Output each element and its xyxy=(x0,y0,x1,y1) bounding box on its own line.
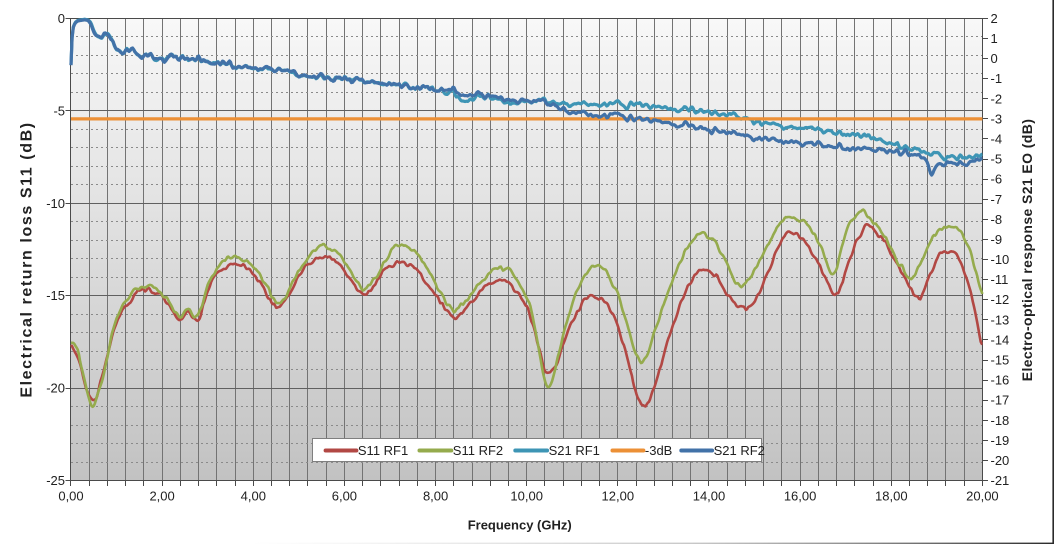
svg-text:20,00: 20,00 xyxy=(966,489,999,504)
svg-text:6,00: 6,00 xyxy=(332,489,357,504)
svg-text:-5: -5 xyxy=(991,152,1003,167)
svg-text:12,00: 12,00 xyxy=(602,489,635,504)
svg-text:-8: -8 xyxy=(991,212,1003,227)
svg-text:-11: -11 xyxy=(991,272,1009,287)
svg-text:Frequency (GHz): Frequency (GHz) xyxy=(468,518,572,533)
svg-text:-3: -3 xyxy=(991,111,1003,126)
svg-text:S11 RF1: S11 RF1 xyxy=(358,443,408,458)
svg-text:-25: -25 xyxy=(46,473,65,488)
svg-text:-9: -9 xyxy=(991,232,1003,247)
svg-text:-20: -20 xyxy=(991,453,1010,468)
svg-text:S11 RF2: S11 RF2 xyxy=(453,443,503,458)
svg-text:2: 2 xyxy=(991,11,998,26)
svg-text:-5: -5 xyxy=(53,103,65,118)
svg-text:S21 RF1: S21 RF1 xyxy=(549,443,600,458)
svg-text:18,00: 18,00 xyxy=(875,489,908,504)
svg-text:-2: -2 xyxy=(991,91,1003,106)
svg-text:-14: -14 xyxy=(991,332,1010,347)
svg-text:0: 0 xyxy=(991,51,998,66)
svg-text:S21 RF2: S21 RF2 xyxy=(714,443,765,458)
svg-text:-19: -19 xyxy=(991,433,1010,448)
svg-text:-4: -4 xyxy=(991,132,1003,147)
svg-text:2,00: 2,00 xyxy=(149,489,174,504)
svg-text:10,00: 10,00 xyxy=(510,489,543,504)
svg-text:-20: -20 xyxy=(46,381,65,396)
svg-text:-10: -10 xyxy=(46,196,65,211)
svg-text:-6: -6 xyxy=(991,172,1003,187)
svg-text:14,00: 14,00 xyxy=(693,489,726,504)
svg-text:1: 1 xyxy=(991,31,998,46)
svg-text:-18: -18 xyxy=(991,413,1010,428)
svg-text:-21: -21 xyxy=(991,473,1010,488)
svg-text:-13: -13 xyxy=(991,312,1010,327)
svg-text:-12: -12 xyxy=(991,292,1010,307)
svg-text:0,00: 0,00 xyxy=(58,489,83,504)
svg-text:4,00: 4,00 xyxy=(241,489,266,504)
svg-text:Electro-optical response S21 E: Electro-optical response S21 EO (dB) xyxy=(1019,119,1035,382)
svg-text:-17: -17 xyxy=(991,393,1010,408)
svg-text:-15: -15 xyxy=(46,288,65,303)
svg-text:-10: -10 xyxy=(991,252,1010,267)
svg-text:-7: -7 xyxy=(991,192,1003,207)
svg-text:-3dB: -3dB xyxy=(645,443,672,458)
svg-text:-16: -16 xyxy=(991,373,1010,388)
svg-text:8,00: 8,00 xyxy=(423,489,448,504)
svg-text:16,00: 16,00 xyxy=(784,489,817,504)
svg-text:0: 0 xyxy=(58,11,65,26)
svg-text:-15: -15 xyxy=(991,353,1010,368)
svg-text:-1: -1 xyxy=(991,71,1003,86)
svg-text:Electrical return loss S11 (dB: Electrical return loss S11 (dB) xyxy=(19,121,36,397)
